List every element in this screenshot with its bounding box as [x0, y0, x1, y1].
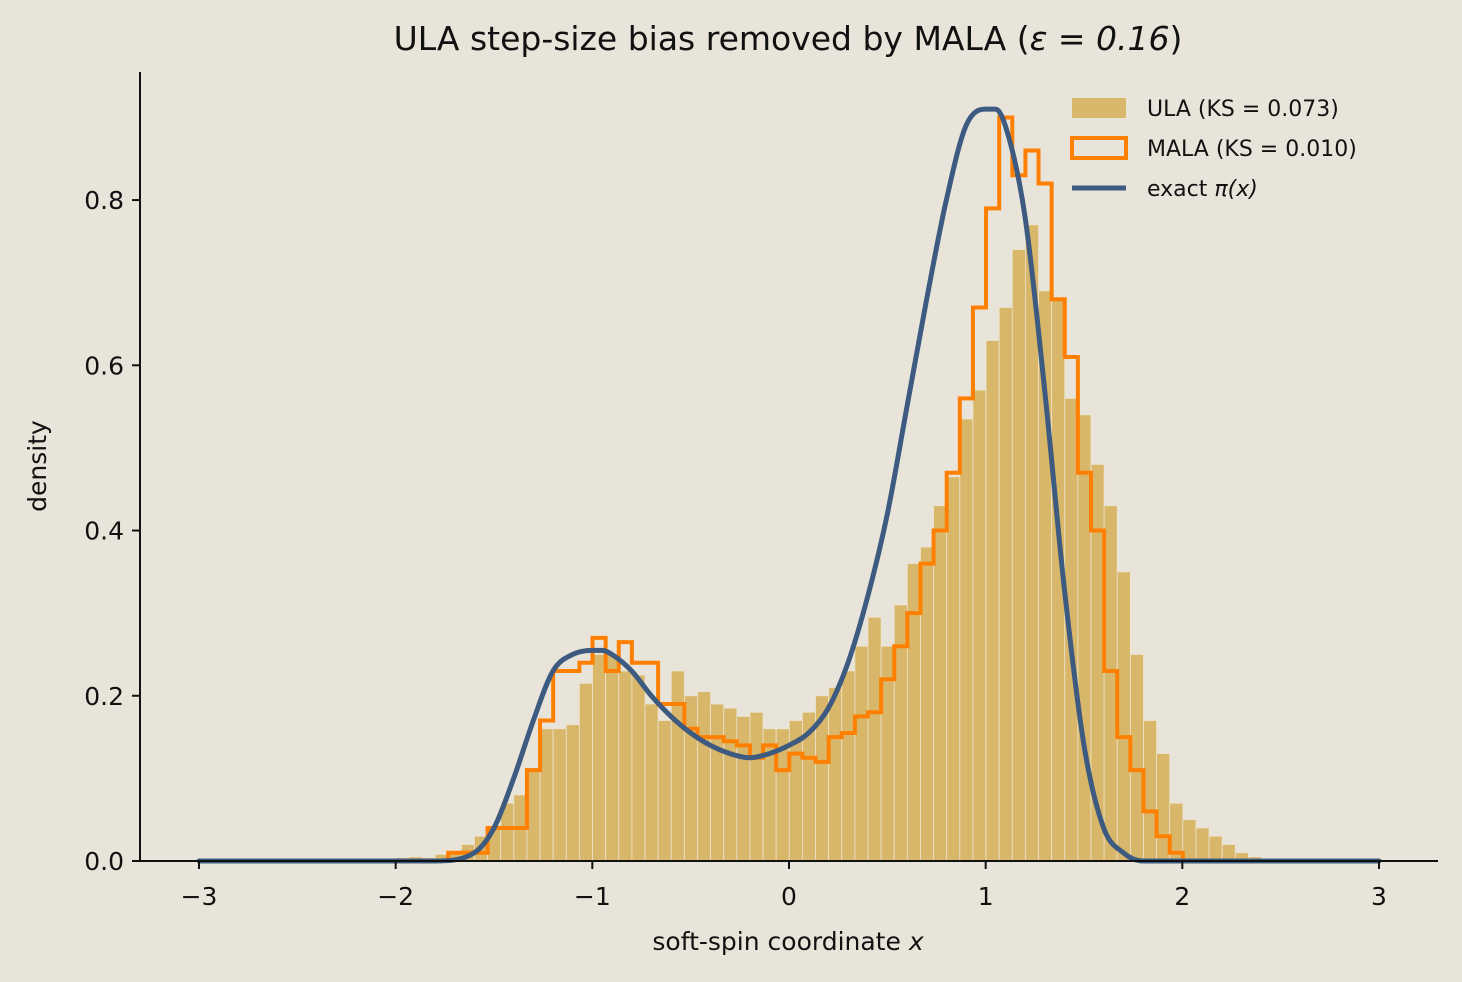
- y-axis-label: density: [23, 420, 52, 512]
- x-tick-label: 3: [1371, 882, 1387, 911]
- ula-bar: [972, 389, 987, 862]
- legend-label-exact: exact π(x): [1147, 177, 1258, 202]
- exact-density-curve: [196, 106, 1382, 864]
- ula-bar: [605, 654, 620, 862]
- y-tick-label: 0.8: [84, 186, 124, 215]
- legend-label-ula: ULA (KS = 0.073): [1147, 97, 1339, 122]
- ula-bar: [1208, 835, 1223, 862]
- y-tick-label: 0.0: [84, 847, 124, 876]
- x-tick-label: 0: [781, 882, 797, 911]
- ula-bar: [854, 645, 869, 862]
- ula-bar: [592, 654, 607, 862]
- ula-bar: [998, 307, 1013, 862]
- y-tick-label: 0.4: [84, 517, 124, 546]
- ula-bar: [657, 720, 672, 862]
- legend: ULA (KS = 0.073) MALA (KS = 0.010) exact…: [1070, 97, 1357, 202]
- ula-histogram: [382, 224, 1276, 862]
- x-tick-label: −3: [181, 882, 218, 911]
- ula-bar: [867, 616, 882, 862]
- ula-bar: [736, 716, 751, 862]
- x-axis-ticks: −3 −2 −1 0 1 2 3: [181, 861, 1387, 911]
- x-tick-label: 1: [978, 882, 994, 911]
- mala-step-histogram: [199, 115, 1380, 863]
- ula-bar: [828, 687, 843, 862]
- ula-bar: [670, 670, 685, 862]
- ula-bar: [644, 703, 659, 862]
- ula-bar: [565, 724, 580, 862]
- ula-bar: [723, 707, 738, 862]
- ula-bar: [618, 670, 633, 862]
- legend-swatch-ula: [1072, 98, 1126, 118]
- ula-bar: [841, 670, 856, 862]
- ula-bar: [552, 728, 567, 862]
- mala-step-line: [199, 115, 1380, 863]
- x-tick-label: −1: [574, 882, 611, 911]
- exact-curve-line: [196, 106, 1382, 864]
- x-axis-label: soft-spin coordinate x: [652, 927, 923, 956]
- ula-bar: [710, 703, 725, 862]
- ula-bar: [1011, 249, 1026, 862]
- ula-bar: [579, 682, 593, 862]
- y-axis-ticks: 0.0 0.2 0.4 0.6 0.8: [84, 186, 140, 876]
- y-tick-label: 0.2: [84, 682, 124, 711]
- y-tick-label: 0.6: [84, 351, 124, 380]
- x-tick-label: −2: [377, 882, 414, 911]
- legend-swatch-mala: [1070, 136, 1128, 160]
- ula-bar: [946, 476, 961, 862]
- ula-bar: [749, 711, 764, 862]
- chart-title: ULA step-size bias removed by MALA (ε = …: [394, 19, 1183, 58]
- ula-bar: [697, 691, 711, 862]
- ula-bar: [959, 418, 974, 862]
- x-tick-label: 2: [1174, 882, 1190, 911]
- ula-bar: [1195, 827, 1210, 862]
- legend-label-mala: MALA (KS = 0.010): [1147, 137, 1357, 162]
- ula-bar: [985, 340, 1000, 862]
- ula-bar: [631, 674, 646, 862]
